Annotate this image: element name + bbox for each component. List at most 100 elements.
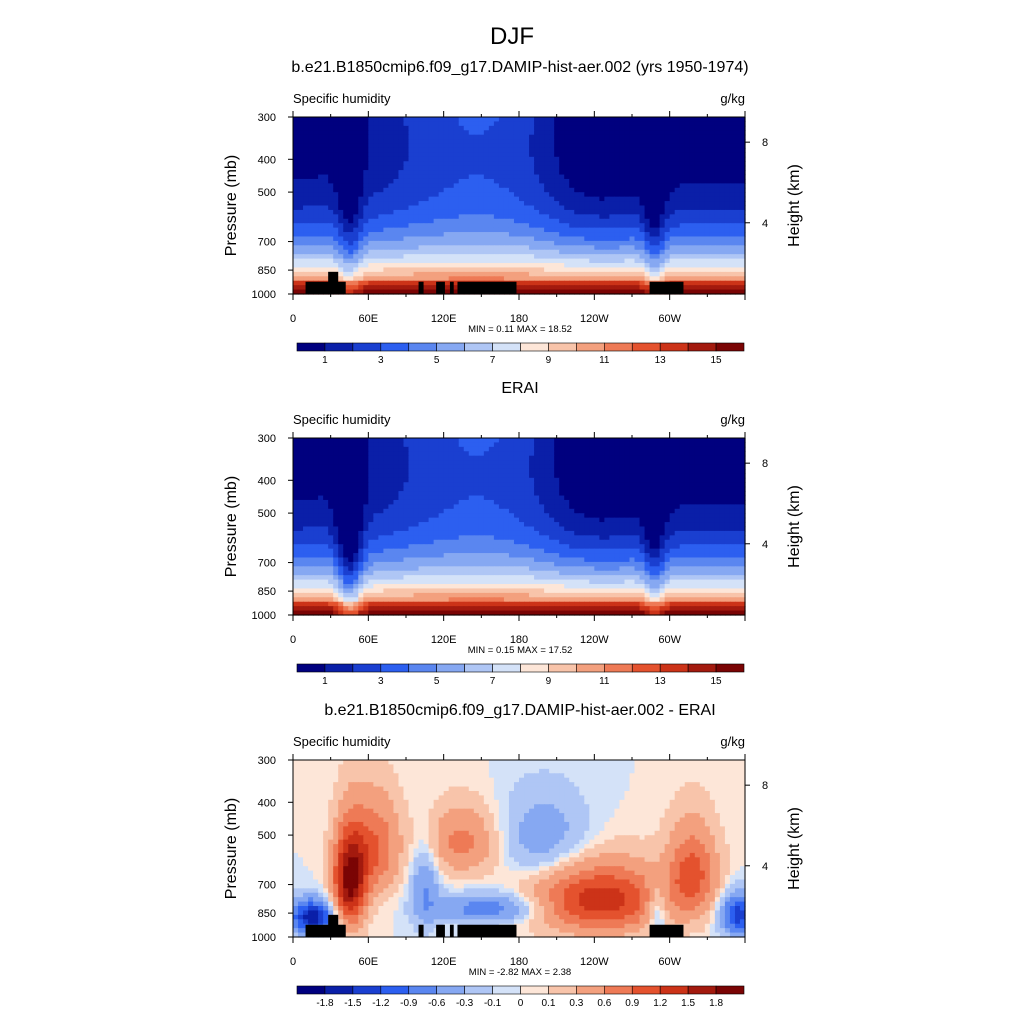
field-cell	[398, 125, 405, 131]
field-cell	[293, 227, 299, 233]
field-cell	[704, 442, 711, 448]
field-cell	[624, 130, 631, 136]
field-cell	[694, 267, 701, 273]
field-cell	[589, 289, 595, 295]
field-cell	[348, 223, 354, 229]
field-cell	[473, 249, 480, 255]
field-cell	[378, 236, 384, 242]
field-cell	[739, 130, 746, 136]
field-cell	[453, 499, 460, 505]
field-cell	[629, 271, 636, 277]
field-cell	[423, 240, 430, 246]
field-cell	[353, 455, 359, 461]
field-cell	[508, 161, 515, 167]
field-cell	[674, 196, 681, 202]
field-cell	[333, 187, 339, 193]
field-cell	[298, 446, 304, 452]
field-cell	[498, 187, 505, 193]
field-cell	[624, 491, 631, 497]
field-cell	[498, 161, 505, 167]
field-cell	[534, 143, 540, 149]
field-cell	[584, 468, 590, 474]
field-cell	[629, 280, 636, 286]
field-cell	[428, 192, 435, 198]
field-cell	[649, 468, 656, 474]
field-cell	[734, 227, 741, 233]
field-cell	[614, 258, 621, 264]
field-cell	[488, 201, 495, 207]
field-cell	[343, 121, 349, 127]
field-cell	[458, 271, 465, 277]
field-cell	[614, 271, 621, 277]
field-cell	[674, 464, 681, 470]
field-cell	[393, 477, 400, 483]
field-cell	[428, 271, 435, 277]
field-cell	[488, 152, 495, 158]
field-cell	[599, 209, 605, 215]
field-cell	[373, 170, 379, 176]
field-cell	[554, 134, 560, 140]
field-cell	[584, 121, 590, 127]
field-cell	[373, 495, 379, 501]
field-cell	[488, 143, 495, 149]
field-cell	[634, 249, 641, 255]
field-cell	[468, 240, 475, 246]
field-cell	[689, 192, 696, 198]
field-cell	[373, 232, 379, 238]
field-cell	[584, 271, 590, 277]
field-cell	[468, 473, 475, 479]
field-cell	[734, 254, 741, 260]
panel-title: b.e21.B1850cmip6.f09_g17.DAMIP-hist-aer.…	[291, 59, 748, 76]
field-cell	[488, 178, 495, 184]
field-cell	[373, 121, 379, 127]
field-cell	[328, 495, 334, 501]
field-cell	[358, 486, 364, 492]
field-cell	[669, 236, 676, 242]
field-cell	[684, 214, 691, 220]
field-cell	[724, 134, 731, 140]
field-cell	[714, 285, 721, 291]
field-cell	[293, 223, 299, 229]
field-cell	[493, 178, 500, 184]
field-cell	[549, 245, 555, 251]
field-cell	[579, 232, 585, 238]
field-cell	[549, 218, 555, 224]
field-cell	[403, 249, 410, 255]
field-cell	[323, 491, 329, 497]
field-cell	[358, 192, 364, 198]
field-cell	[594, 486, 600, 492]
field-cell	[488, 196, 495, 202]
field-cell	[689, 156, 696, 162]
field-cell	[388, 280, 395, 286]
field-cell	[704, 455, 711, 461]
field-cell	[599, 196, 605, 202]
field-cell	[604, 263, 610, 269]
field-cell	[433, 442, 440, 448]
field-cell	[378, 495, 384, 501]
field-cell	[629, 438, 636, 444]
field-cell	[353, 174, 359, 180]
field-cell	[383, 280, 390, 286]
field-cell	[554, 280, 560, 286]
field-cell	[599, 236, 605, 242]
field-cell	[694, 214, 701, 220]
field-cell	[383, 161, 390, 167]
field-cell	[433, 156, 440, 162]
field-cell	[403, 201, 410, 207]
field-cell	[418, 482, 425, 488]
field-cell	[634, 280, 641, 286]
field-cell	[679, 267, 686, 273]
field-cell	[488, 187, 495, 193]
field-cell	[308, 214, 314, 220]
field-cell	[423, 473, 430, 479]
field-cell	[599, 276, 605, 282]
colorbar-swatch	[380, 342, 410, 352]
field-cell	[463, 183, 470, 189]
field-cell	[629, 161, 636, 167]
field-cell	[614, 267, 621, 273]
field-cell	[679, 187, 686, 193]
field-cell	[739, 236, 746, 242]
field-cell	[564, 196, 570, 202]
field-cell	[604, 276, 610, 282]
field-cell	[313, 147, 319, 153]
